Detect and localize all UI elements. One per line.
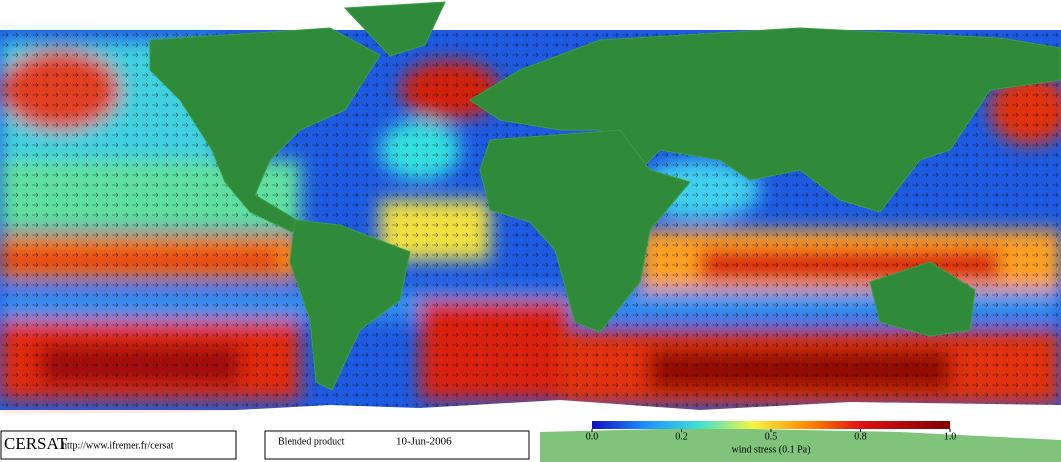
south-america — [289, 219, 411, 391]
colorbar-tick-label: 0.0 — [586, 431, 599, 442]
credit-box — [0, 430, 237, 460]
date: 10-Jun-2006 — [396, 436, 452, 448]
colorbar-tick-label: 1.0 — [944, 431, 957, 442]
colorbar-tick-label: 0.8 — [854, 431, 867, 442]
antarctica-relief — [540, 428, 1061, 462]
url: http://www.ifremer.fr/cersat — [62, 440, 174, 451]
colorbar — [592, 421, 950, 429]
colorbar-label: wind stress (0.1 Pa) — [732, 444, 811, 455]
greenland — [343, 1, 446, 57]
product-box — [264, 430, 530, 460]
colorbar-tick-label: 0.2 — [675, 431, 688, 442]
colorbar-tick-label: 0.5 — [765, 431, 778, 442]
product: Blended product — [278, 436, 345, 447]
logo: CERSAT — [4, 434, 68, 453]
africa — [479, 129, 691, 333]
footer: CERSAT http://www.ifremer.fr/cersat Blen… — [0, 421, 950, 460]
australia — [869, 261, 976, 337]
